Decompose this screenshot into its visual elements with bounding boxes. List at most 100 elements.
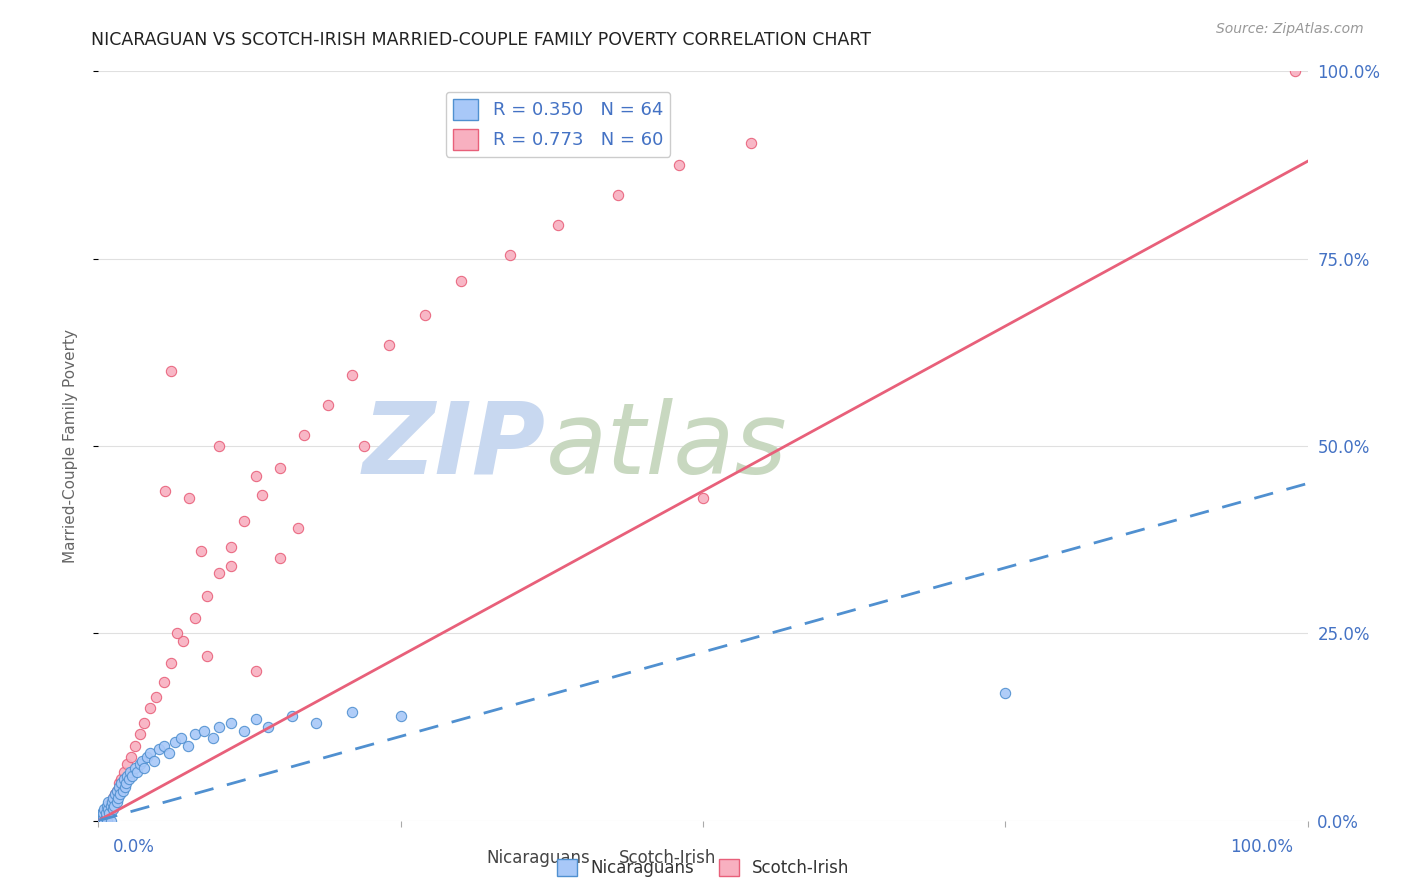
Point [547, 218, 569, 232]
Point [100, 814, 122, 828]
Point [221, 558, 243, 573]
Point [139, 746, 162, 760]
Point [256, 720, 278, 734]
Point [292, 427, 315, 442]
Point [94, 810, 117, 824]
Point [105, 783, 128, 797]
Point [117, 757, 139, 772]
Point [221, 540, 243, 554]
Point [135, 750, 157, 764]
Point [90, 810, 112, 824]
Point [221, 716, 243, 731]
Point [143, 754, 166, 768]
Text: Nicaraguans: Nicaraguans [486, 849, 591, 867]
Point [166, 626, 188, 640]
Point [134, 716, 156, 731]
Point [110, 776, 132, 790]
Point [134, 761, 156, 775]
Point [120, 750, 142, 764]
Point [269, 551, 291, 566]
Point [96, 814, 118, 828]
Point [232, 514, 254, 528]
Point [740, 136, 762, 150]
Point [160, 657, 183, 671]
Point [117, 769, 139, 783]
Point [89, 814, 111, 828]
Point [148, 742, 170, 756]
Point [114, 780, 136, 794]
Point [250, 488, 273, 502]
Point [163, 735, 186, 749]
Point [127, 764, 149, 779]
Point [91, 806, 114, 821]
Point [115, 776, 138, 790]
Legend: Nicaraguans, Scotch-Irish: Nicaraguans, Scotch-Irish [550, 852, 856, 884]
Point [108, 776, 131, 790]
Point [232, 723, 254, 738]
Point [91, 806, 114, 821]
Point [108, 788, 131, 802]
Point [208, 439, 231, 453]
Point [101, 791, 124, 805]
Y-axis label: Married-Couple Family Poverty: Married-Couple Family Poverty [63, 329, 77, 563]
Point [93, 802, 115, 816]
Point [104, 788, 127, 802]
Point [91, 810, 114, 824]
Point [100, 798, 122, 813]
Point [208, 720, 231, 734]
Point [100, 798, 122, 813]
Point [131, 754, 153, 768]
Point [110, 772, 132, 787]
Point [450, 274, 472, 288]
Point [353, 439, 375, 453]
Point [668, 158, 690, 172]
Point [97, 802, 120, 816]
Point [91, 814, 114, 828]
Point [94, 806, 117, 821]
Point [152, 739, 174, 753]
Point [994, 686, 1017, 700]
Point [104, 788, 127, 802]
Point [97, 798, 120, 813]
Point [105, 795, 128, 809]
Point [101, 802, 124, 816]
Point [245, 713, 267, 727]
Point [169, 731, 191, 746]
Point [245, 469, 267, 483]
Point [195, 589, 218, 603]
Point [107, 791, 129, 805]
Point [1284, 64, 1306, 78]
Point [179, 491, 201, 506]
Point [103, 798, 125, 813]
Point [112, 772, 135, 787]
Point [389, 708, 412, 723]
Point [90, 814, 112, 828]
Point [124, 739, 146, 753]
Point [208, 566, 231, 581]
Point [172, 633, 194, 648]
Point [139, 701, 162, 715]
Point [98, 806, 121, 821]
Point [93, 810, 115, 824]
Point [245, 664, 267, 678]
Point [98, 806, 121, 821]
Point [193, 723, 215, 738]
Point [160, 364, 183, 378]
Point [90, 810, 112, 824]
Point [177, 739, 200, 753]
Point [498, 248, 520, 262]
Point [184, 611, 207, 625]
Point [100, 795, 122, 809]
Point [121, 769, 143, 783]
Point [190, 544, 212, 558]
Point [91, 814, 114, 828]
Point [108, 780, 131, 794]
Point [111, 783, 134, 797]
Point [105, 783, 128, 797]
Point [153, 483, 176, 498]
Point [128, 727, 150, 741]
Text: Source: ZipAtlas.com: Source: ZipAtlas.com [1216, 22, 1364, 37]
Point [269, 461, 291, 475]
Point [101, 791, 124, 805]
Point [342, 705, 364, 719]
